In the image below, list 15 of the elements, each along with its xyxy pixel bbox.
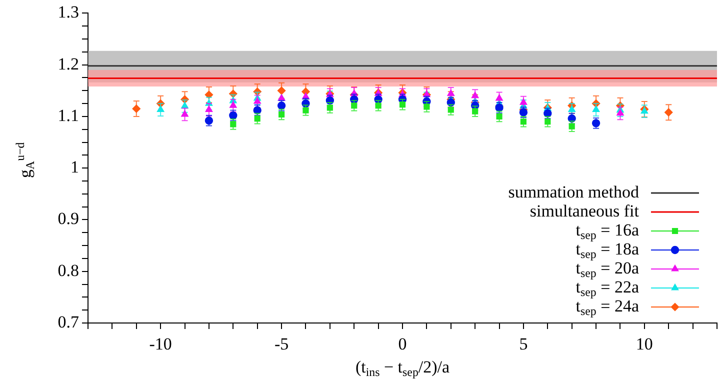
y-tick-label: 0.9 (58, 209, 79, 228)
x-tick-label: -5 (274, 334, 289, 354)
y-tick-label: 0.7 (58, 312, 80, 332)
y-tick-label: 1.2 (58, 54, 79, 74)
y-tick-label: 1.1 (58, 106, 79, 125)
x-tick-label: 10 (636, 334, 653, 354)
y-tick-label: 1 (70, 158, 79, 177)
y-tick-label: 1.3 (58, 2, 79, 22)
y-tick-label: 0.8 (58, 260, 79, 280)
legend-label: simultaneous fit (530, 201, 640, 220)
y-axis-title: gAu−d (13, 142, 38, 178)
x-tick-label: 5 (519, 334, 528, 354)
x-tick-label: 0 (398, 334, 407, 354)
x-tick-label: -10 (149, 334, 172, 354)
legend-label: summation method (508, 182, 640, 202)
